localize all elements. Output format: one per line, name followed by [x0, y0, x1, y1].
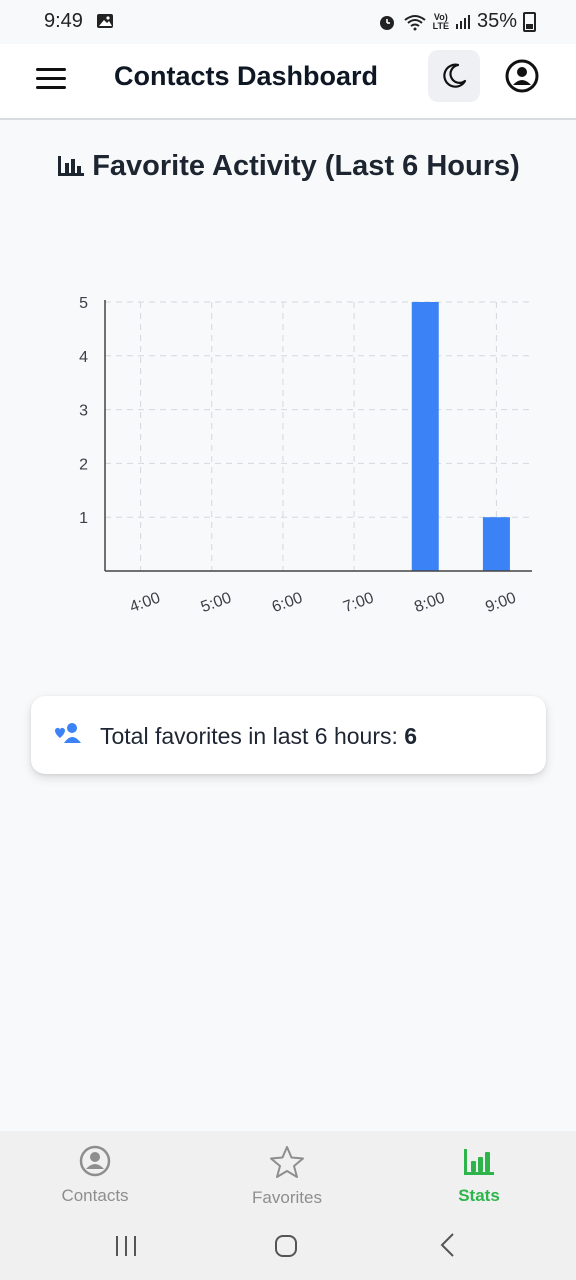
y-tick-label: 4	[79, 349, 88, 366]
gallery-icon	[97, 14, 113, 28]
chart-x-tick-labels: 4:00 5:00 6:00 7:00 8:00 9:00	[128, 589, 519, 616]
status-time: 9:49	[44, 10, 83, 32]
status-indicators: Vo) LTE 35%	[377, 10, 536, 33]
activity-bar-chart: 1 2 3 4 5 4:00 5:00 6:00 7:00 8:00 9:00	[79, 295, 532, 616]
x-tick-label: 7:00	[341, 589, 376, 616]
x-tick-label: 9:00	[483, 589, 518, 616]
nav-favorites-label: Favorites	[252, 1188, 322, 1207]
total-favorites-card: Total favorites in last 6 hours: 6	[31, 696, 546, 774]
bar-chart-icon	[464, 1149, 494, 1175]
people-heart-icon	[55, 723, 81, 743]
moon-icon	[443, 63, 467, 88]
status-bar: 9:49 Vo) LTE 35%	[0, 0, 576, 44]
system-navigation-bar	[0, 1212, 576, 1272]
y-tick-label: 3	[79, 403, 88, 420]
theme-toggle-button[interactable]	[428, 50, 480, 102]
recent-apps-icon[interactable]	[114, 1234, 138, 1258]
bar-9:00	[482, 517, 510, 571]
total-favorites-label: Total favorites in last 6 hours:	[100, 723, 398, 749]
app-bar: Contacts Dashboard	[0, 44, 576, 120]
x-tick-label: 6:00	[270, 589, 305, 616]
home-icon[interactable]	[274, 1234, 298, 1258]
page-heading-text: Favorite Activity (Last 6 Hours)	[92, 150, 520, 182]
back-icon[interactable]	[438, 1232, 456, 1258]
chart-bars	[411, 302, 510, 571]
bar-8:00	[411, 302, 439, 571]
nav-favorites[interactable]: Favorites	[227, 1145, 347, 1208]
total-favorites-value: 6	[404, 723, 418, 749]
nav-contacts-label: Contacts	[61, 1186, 129, 1205]
nav-stats[interactable]: Stats	[419, 1145, 539, 1206]
app-title: Contacts Dashboard	[114, 61, 379, 91]
account-circle-icon	[505, 59, 539, 93]
x-tick-label: 8:00	[412, 589, 447, 616]
chart-y-tick-labels: 1 2 3 4 5	[79, 295, 88, 527]
y-tick-label: 1	[79, 510, 88, 527]
signal-icon	[455, 14, 470, 29]
bar-chart-icon	[58, 156, 85, 176]
person-circle-icon	[79, 1145, 111, 1177]
nav-stats-label: Stats	[458, 1186, 500, 1205]
star-icon	[270, 1146, 304, 1178]
x-tick-label: 5:00	[199, 589, 234, 616]
chart-axes	[104, 300, 532, 572]
wifi-icon	[404, 14, 426, 30]
account-button[interactable]	[504, 58, 540, 94]
nav-contacts[interactable]: Contacts	[35, 1145, 155, 1206]
network-type: Vo) LTE	[432, 11, 449, 31]
menu-button[interactable]	[36, 66, 68, 92]
total-favorites-text: Total favorites in last 6 hours: 6	[100, 723, 417, 750]
y-tick-label: 2	[79, 456, 88, 473]
x-tick-label: 4:00	[128, 589, 163, 616]
battery-icon	[523, 11, 536, 32]
y-tick-label: 5	[79, 295, 88, 312]
alarm-icon	[379, 15, 394, 30]
chart-grid	[105, 301, 532, 571]
battery-percent: 35%	[476, 10, 517, 32]
page-heading: Favorite Activity (Last 6 Hours)	[0, 150, 576, 183]
